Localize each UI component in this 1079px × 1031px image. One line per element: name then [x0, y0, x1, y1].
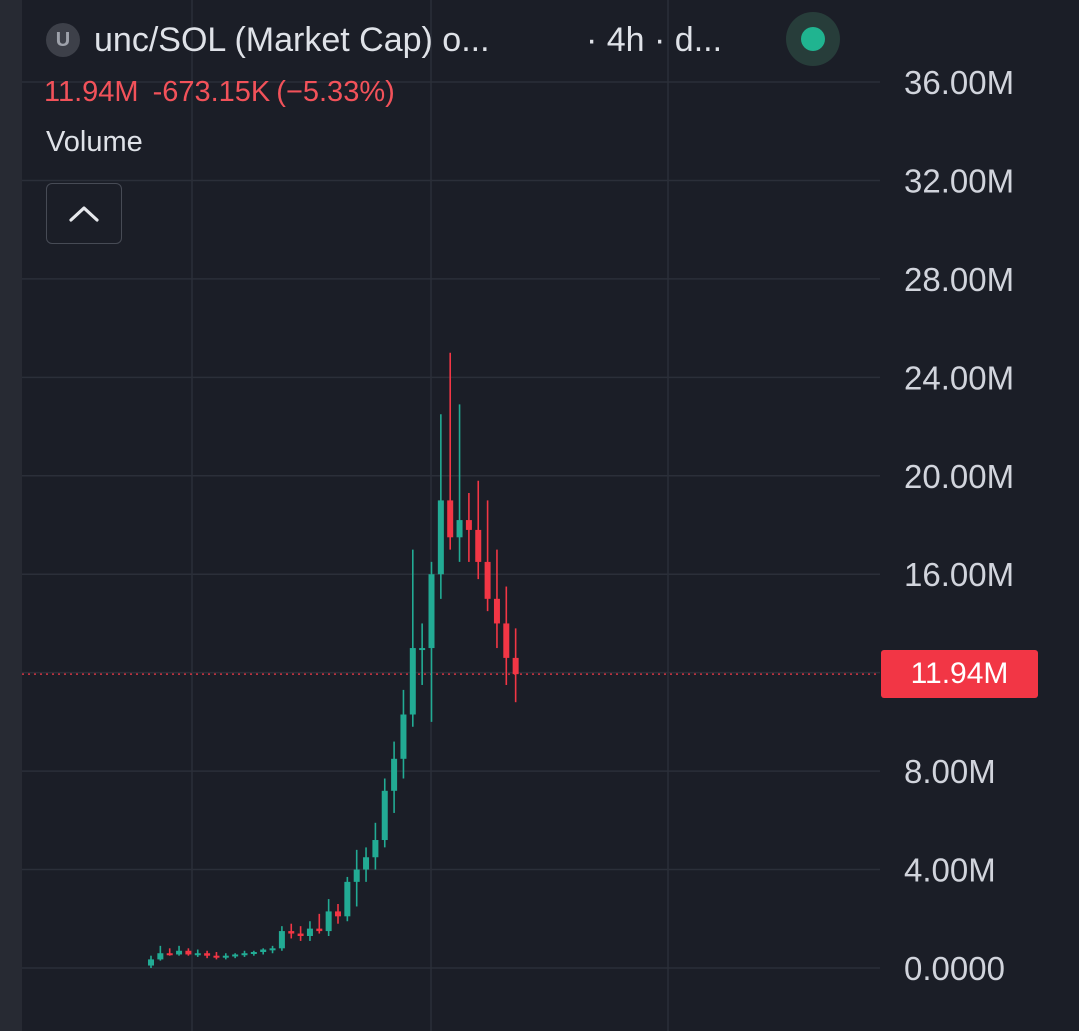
y-axis-tick-label: 36.00M — [904, 64, 1014, 101]
candle-body-up — [437, 500, 444, 575]
candle-body-up — [419, 648, 426, 651]
candle-body-down — [465, 520, 472, 530]
candle-body-down — [166, 953, 173, 956]
candle-body-up — [363, 857, 370, 870]
candle-body-down — [316, 928, 323, 932]
candle-body-up — [325, 911, 332, 932]
candle-body-up — [241, 953, 248, 956]
status-dot-icon — [801, 27, 825, 51]
y-axis-tick-label: 16.00M — [904, 556, 1014, 593]
candle-body-down — [213, 955, 220, 958]
y-axis-tick-label: 0.0000 — [904, 950, 1005, 987]
symbol-title[interactable]: unc/SOL (Market Cap) o... — [94, 20, 490, 59]
volume-indicator-label[interactable]: Volume — [46, 126, 143, 158]
candle-body-up — [278, 931, 285, 949]
candle-body-down — [493, 598, 500, 624]
candle-body-down — [447, 500, 454, 538]
candle-body-up — [176, 950, 183, 955]
candle-body-up — [353, 869, 360, 882]
last-value: 11.94M — [44, 76, 139, 108]
candle-body-up — [428, 574, 435, 649]
candle-body-down — [185, 950, 192, 955]
candle-body-up — [269, 948, 276, 951]
chevron-up-icon — [69, 205, 99, 222]
candle-body-down — [204, 953, 211, 956]
candle-body-up — [381, 790, 388, 841]
candle-body-up — [409, 648, 416, 715]
symbol-icon: U — [46, 23, 80, 57]
candle-body-up — [260, 949, 267, 953]
y-axis-tick-label: 32.00M — [904, 162, 1014, 199]
y-axis-tick-label: 4.00M — [904, 852, 996, 889]
current-price-label: 11.94M — [881, 650, 1038, 698]
change-value: -673.15K — [152, 76, 271, 108]
candle-body-down — [288, 931, 295, 934]
candle-body-down — [475, 529, 482, 562]
left-edge-strip — [0, 0, 22, 1031]
candle-body-up — [391, 758, 398, 791]
candle-body-up — [194, 953, 201, 956]
y-axis-tick-label: 8.00M — [904, 753, 996, 790]
candle-body-up — [222, 955, 229, 958]
candle-body-up — [400, 714, 407, 759]
ohlc-values: 11.94M -673.15K (−5.33%) — [44, 76, 409, 109]
chart-header[interactable]: U unc/SOL (Market Cap) o... · 4h · d... — [46, 18, 722, 62]
interval-label[interactable]: · 4h · d... — [586, 20, 723, 59]
candle-body-up — [232, 954, 239, 957]
y-axis-tick-label: 20.00M — [904, 458, 1014, 495]
candle-body-up — [148, 959, 154, 966]
candle-body-down — [503, 623, 510, 658]
candle-body-up — [372, 840, 379, 858]
change-percent: (−5.33%) — [276, 76, 395, 108]
candle-body-up — [157, 953, 164, 960]
candle-body-down — [484, 561, 491, 599]
candle-body-up — [250, 952, 257, 955]
candle-body-up — [344, 881, 351, 917]
candle-body-down — [297, 933, 304, 937]
collapse-indicators-button[interactable] — [46, 183, 122, 244]
market-status-button[interactable] — [786, 12, 840, 66]
y-axis-tick-label: 28.00M — [904, 261, 1014, 298]
candle-body-down — [512, 657, 519, 675]
candle-body-up — [456, 520, 463, 538]
candle-body-down — [335, 911, 341, 917]
y-axis-tick-label: 24.00M — [904, 359, 1014, 396]
candle-body-up — [306, 928, 313, 937]
